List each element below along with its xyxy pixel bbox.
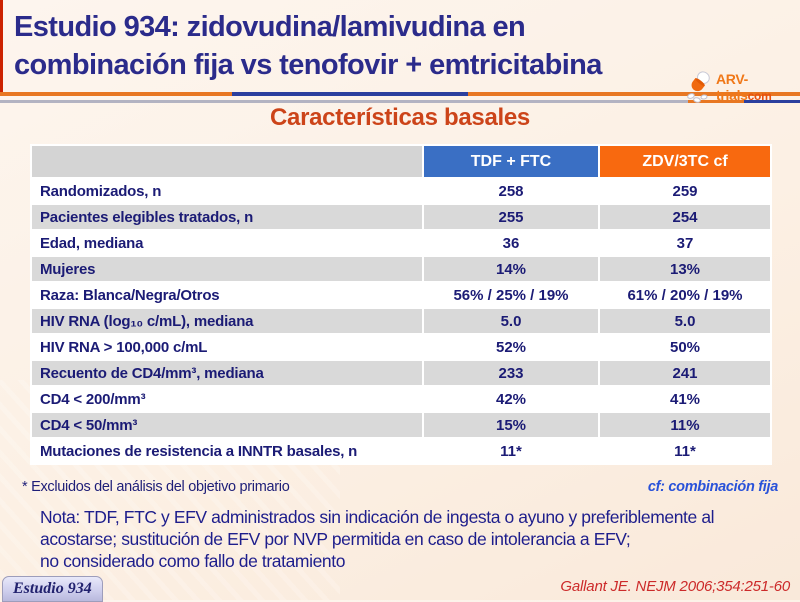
row-label: Edad, mediana xyxy=(30,229,424,257)
rule-segment-gray xyxy=(0,100,688,103)
dosing-note-line3: no considerado como fallo de tratamiento xyxy=(40,551,346,571)
value-tdf-ftc: 56% / 25% / 19% xyxy=(422,281,600,309)
rule-segment-orange-under-logo xyxy=(688,100,744,103)
value-zdv-3tc: 241 xyxy=(598,359,772,387)
value-tdf-ftc: 255 xyxy=(422,203,600,231)
table-row: Raza: Blanca/Negra/Otros 56% / 25% / 19%… xyxy=(30,281,772,309)
row-label: HIV RNA > 100,000 c/mL xyxy=(30,333,424,361)
value-tdf-ftc: 258 xyxy=(422,177,600,205)
pill-capsule-icon xyxy=(684,70,716,104)
row-label: Randomizados, n xyxy=(30,177,424,205)
table-row: Recuento de CD4/mm³, mediana 233 241 xyxy=(30,359,772,387)
value-tdf-ftc: 14% xyxy=(422,255,600,283)
value-zdv-3tc: 11* xyxy=(598,437,772,465)
page-title: Estudio 934: zidovudina/lamivudina en co… xyxy=(14,8,714,84)
page-title-line2: combinación fija vs tenofovir + emtricit… xyxy=(14,49,602,81)
rule-segment-blue-under-logo xyxy=(744,100,800,103)
study-badge: Estudio 934 xyxy=(2,576,103,602)
table-row: HIV RNA > 100,000 c/mL 52% 50% xyxy=(30,333,772,361)
citation-reference: Gallant JE. NEJM 2006;354:251-60 xyxy=(560,578,790,595)
left-edge-accent-line xyxy=(0,0,3,93)
table-row: Mujeres 14% 13% xyxy=(30,255,772,283)
title-rule-bottom xyxy=(0,100,800,103)
table-row: HIV RNA (log₁₀ c/mL), mediana 5.0 5.0 xyxy=(30,307,772,335)
value-zdv-3tc: 41% xyxy=(598,385,772,413)
rule-segment-orange-right xyxy=(468,92,800,96)
row-label: CD4 < 50/mm³ xyxy=(30,411,424,439)
value-tdf-ftc: 5.0 xyxy=(422,307,600,335)
logo-tld-text: com xyxy=(747,89,772,103)
rule-segment-orange-left xyxy=(0,92,232,96)
value-zdv-3tc: 13% xyxy=(598,255,772,283)
value-zdv-3tc: 37 xyxy=(598,229,772,257)
logo-brand-text: ARV-trials xyxy=(716,71,748,103)
value-zdv-3tc: 61% / 20% / 19% xyxy=(598,281,772,309)
page-title-line1: Estudio 934: zidovudina/lamivudina en xyxy=(14,11,526,43)
dosing-note-line1: Nota: TDF, FTC y EFV administrados sin i… xyxy=(40,507,715,527)
row-label: CD4 < 200/mm³ xyxy=(30,385,424,413)
row-label: Pacientes elegibles tratados, n xyxy=(30,203,424,231)
dosing-note-line2: acostarse; sustitución de EFV por NVP pe… xyxy=(40,529,631,549)
table-row: Pacientes elegibles tratados, n 255 254 xyxy=(30,203,772,231)
rule-segment-blue xyxy=(232,92,468,96)
value-tdf-ftc: 11* xyxy=(422,437,600,465)
header-cell-zdv-3tc: ZDV/3TC cf xyxy=(598,144,772,179)
arv-trials-logo[interactable]: ARV-trialscom xyxy=(684,70,796,104)
value-tdf-ftc: 36 xyxy=(422,229,600,257)
footnote-exclusion: * Excluidos del análisis del objetivo pr… xyxy=(22,479,290,495)
value-tdf-ftc: 233 xyxy=(422,359,600,387)
table-row: Edad, mediana 36 37 xyxy=(30,229,772,257)
header-cell-tdf-ftc: TDF + FTC xyxy=(422,144,600,179)
row-label: HIV RNA (log₁₀ c/mL), mediana xyxy=(30,307,424,335)
table-row: CD4 < 200/mm³ 42% 41% xyxy=(30,385,772,413)
row-label: Mutaciones de resistencia a INNTR basale… xyxy=(30,437,424,465)
table-row: CD4 < 50/mm³ 15% 11% xyxy=(30,411,772,439)
value-tdf-ftc: 52% xyxy=(422,333,600,361)
row-label: Mujeres xyxy=(30,255,424,283)
value-zdv-3tc: 254 xyxy=(598,203,772,231)
footnote-row: * Excluidos del análisis del objetivo pr… xyxy=(22,479,778,495)
table-header-row: TDF + FTC ZDV/3TC cf xyxy=(30,144,772,179)
row-label: Recuento de CD4/mm³, mediana xyxy=(30,359,424,387)
table-row: Randomizados, n 258 259 xyxy=(30,177,772,205)
footnote-cf-definition: cf: combinación fija xyxy=(647,479,778,495)
value-tdf-ftc: 42% xyxy=(422,385,600,413)
table-row: Mutaciones de resistencia a INNTR basale… xyxy=(30,437,772,465)
value-zdv-3tc: 11% xyxy=(598,411,772,439)
header-cell-blank xyxy=(30,144,424,179)
slide-subtitle: Características basales xyxy=(270,104,530,131)
dosing-note: Nota: TDF, FTC y EFV administrados sin i… xyxy=(40,506,770,572)
value-zdv-3tc: 50% xyxy=(598,333,772,361)
value-tdf-ftc: 15% xyxy=(422,411,600,439)
baseline-characteristics-table: TDF + FTC ZDV/3TC cf Randomizados, n 258… xyxy=(30,144,772,465)
title-rule-top xyxy=(0,92,800,96)
row-label: Raza: Blanca/Negra/Otros xyxy=(30,281,424,309)
value-zdv-3tc: 5.0 xyxy=(598,307,772,335)
value-zdv-3tc: 259 xyxy=(598,177,772,205)
